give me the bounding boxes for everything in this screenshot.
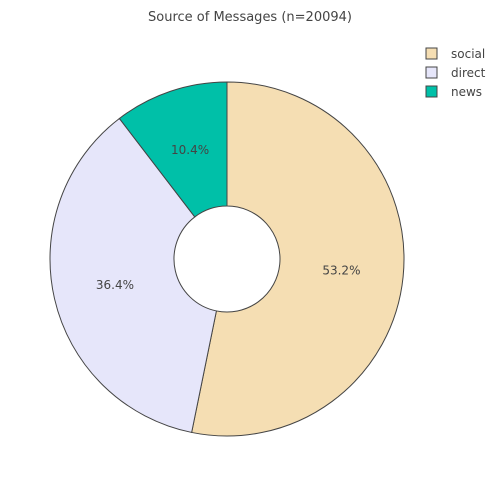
legend: social direct news xyxy=(425,47,486,99)
legend-swatch-social[interactable] xyxy=(425,47,438,60)
slice-label-news: 10.4% xyxy=(171,143,209,157)
slice-direct xyxy=(49,117,218,434)
slice-labels-group: 53.2% 36.4% 10.4% xyxy=(96,143,361,292)
legend-label-social[interactable]: social xyxy=(451,47,485,61)
chart-title: Source of Messages (n=20094) xyxy=(148,10,352,25)
slice-label-social: 53.2% xyxy=(322,264,360,278)
legend-swatch-news[interactable] xyxy=(425,85,438,98)
legend-swatch-direct[interactable] xyxy=(425,66,438,79)
slice-label-direct: 36.4% xyxy=(96,278,134,292)
legend-label-news[interactable]: news xyxy=(451,85,482,99)
slice-social xyxy=(191,81,405,437)
slices-group xyxy=(49,81,405,437)
slice-news xyxy=(118,81,228,218)
legend-label-direct[interactable]: direct xyxy=(451,66,486,80)
